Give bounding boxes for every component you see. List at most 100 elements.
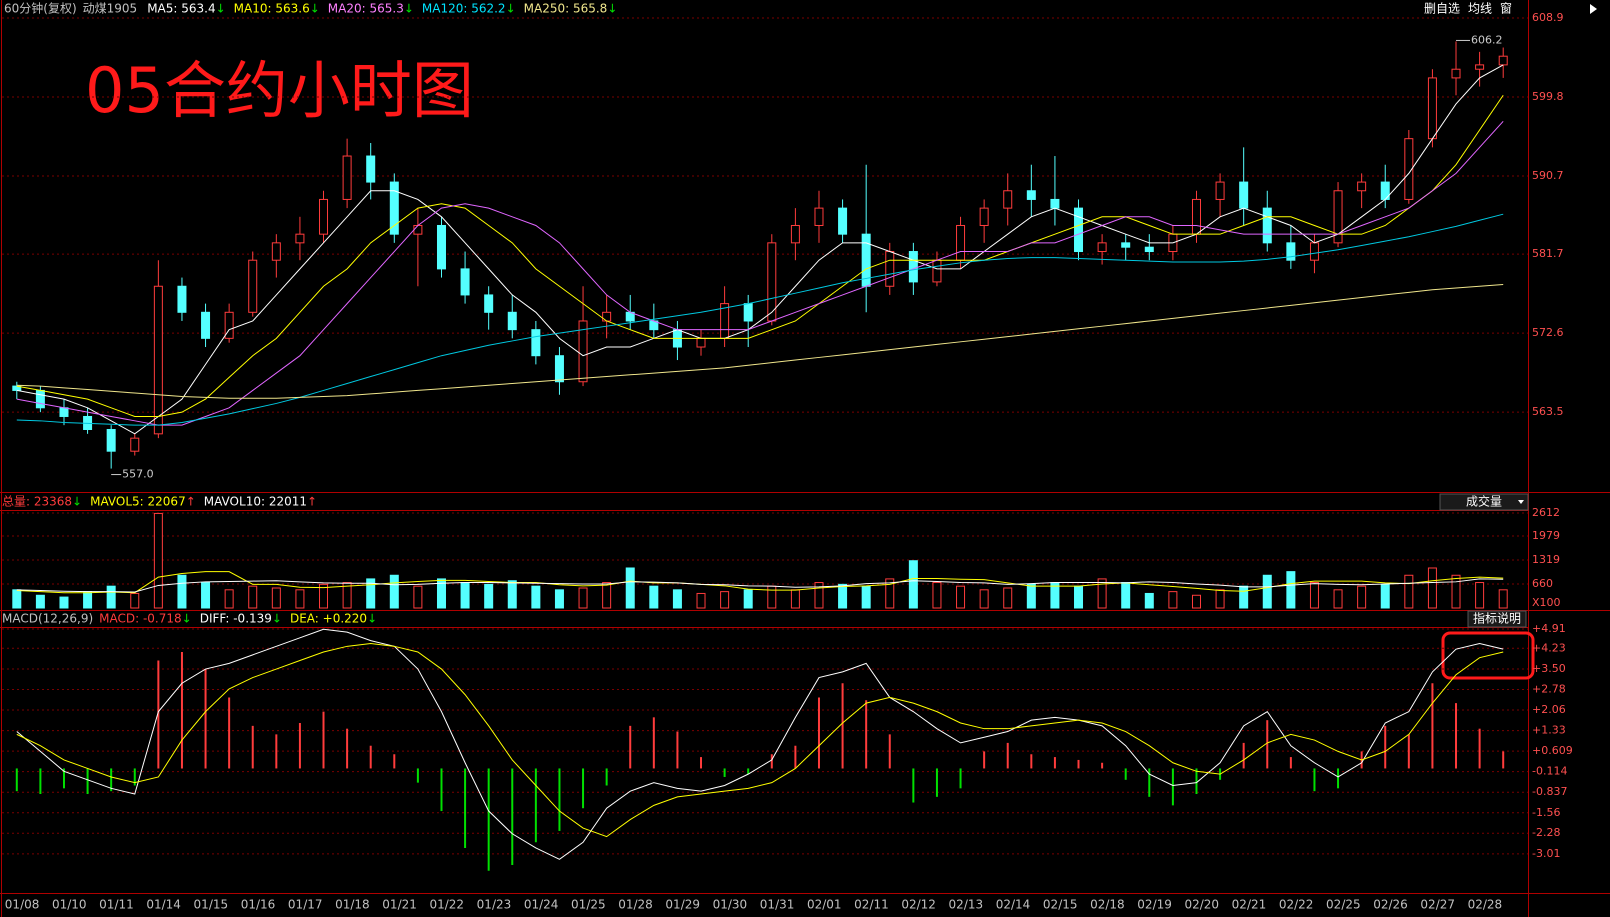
volume-bar xyxy=(885,578,895,609)
mavol-line xyxy=(16,578,1504,593)
volume-bar xyxy=(861,585,871,609)
volume-bar xyxy=(12,589,22,609)
volume-bar xyxy=(578,587,588,609)
volume-bar xyxy=(319,583,329,609)
x-tick-label: 02/27 xyxy=(1420,898,1455,912)
candle-body xyxy=(602,311,612,322)
unit-label: X100 xyxy=(1532,596,1561,609)
y-tick-label: +4.91 xyxy=(1532,622,1566,635)
volume-bar xyxy=(720,591,730,609)
chart-title: 05合约小时图 xyxy=(85,54,474,127)
volume-bar xyxy=(1168,591,1178,609)
volume-bar xyxy=(1026,583,1036,609)
volume-bar xyxy=(1427,567,1437,609)
legend-item: MA5: 563.4 xyxy=(147,2,215,16)
help-label[interactable]: 指标说明 xyxy=(1473,611,1521,626)
help-button[interactable] xyxy=(1467,610,1527,628)
x-tick-label: 02/21 xyxy=(1232,898,1267,912)
y-tick-label: 2612 xyxy=(1532,506,1560,519)
toolbar-button[interactable]: 删自选 xyxy=(1424,2,1460,16)
volume-bar xyxy=(649,585,659,609)
x-tick-label: 02/01 xyxy=(807,898,842,912)
macd-line xyxy=(16,628,1504,860)
volume-bar xyxy=(224,589,234,609)
volume-bar xyxy=(790,589,800,609)
toolbar-button[interactable]: 窗 xyxy=(1500,2,1512,16)
volume-bar xyxy=(1003,587,1013,609)
y-tick-label: 599.8 xyxy=(1532,90,1564,103)
volume-bar xyxy=(531,585,541,609)
volume-bar xyxy=(1215,589,1225,609)
collapse-arrow[interactable] xyxy=(1590,4,1597,14)
volume-bar xyxy=(106,585,116,609)
legend-item: DEA: +0.220 xyxy=(290,612,367,626)
candle-body xyxy=(436,224,446,270)
candle-body xyxy=(885,251,895,287)
volume-bar xyxy=(271,587,281,609)
volume-bar xyxy=(342,582,352,609)
x-tick-label: 01/28 xyxy=(618,898,653,912)
volume-bar xyxy=(1262,574,1272,609)
volume-bar xyxy=(908,560,918,609)
candle-body xyxy=(578,320,588,383)
candle-body xyxy=(531,329,541,357)
dropdown-arrow[interactable] xyxy=(1518,500,1524,504)
candle-body xyxy=(1121,242,1131,248)
x-tick-label: 01/16 xyxy=(241,898,276,912)
volume-bar xyxy=(295,589,305,609)
candle-body xyxy=(295,233,305,244)
y-tick-label: 660 xyxy=(1532,577,1553,590)
volume-bar xyxy=(201,582,211,609)
volume-bar xyxy=(1498,589,1508,609)
indicator-select-label[interactable]: 成交量 xyxy=(1466,494,1502,509)
volume-bar xyxy=(1191,594,1201,609)
candle-body xyxy=(979,207,989,226)
volume-bar xyxy=(1121,582,1131,609)
volume-bar xyxy=(1239,585,1249,609)
y-tick-label: 590.7 xyxy=(1532,169,1564,182)
x-tick-label: 01/30 xyxy=(713,898,748,912)
x-tick-label: 01/10 xyxy=(52,898,87,912)
volume-bar xyxy=(35,594,45,609)
legend-trend: ↓ xyxy=(182,612,192,626)
legend-item: 总量: 23368 xyxy=(2,495,72,509)
volume-bar xyxy=(1309,582,1319,609)
volume-bar xyxy=(602,582,612,609)
indicator-select[interactable] xyxy=(1439,493,1529,511)
x-tick-label: 01/24 xyxy=(524,898,559,912)
legend-item: MAVOL10: 22011 xyxy=(204,495,307,509)
y-tick-label: 608.9 xyxy=(1532,11,1564,24)
x-tick-label: 02/20 xyxy=(1184,898,1219,912)
candle-body xyxy=(507,311,517,331)
volume-bar xyxy=(767,585,777,609)
x-tick-label: 01/17 xyxy=(288,898,323,912)
toolbar-button[interactable]: 均线 xyxy=(1468,2,1492,16)
candle-body xyxy=(932,259,942,283)
period-label: 60分钟(复权) xyxy=(4,1,77,16)
x-tick-label: 02/25 xyxy=(1326,898,1361,912)
x-tick-label: 02/22 xyxy=(1279,898,1314,912)
x-tick-label: 01/22 xyxy=(429,898,464,912)
volume-bar xyxy=(625,567,635,609)
legend-trend: ↓ xyxy=(506,2,516,16)
legend-trend: ↓ xyxy=(310,2,320,16)
y-tick-label: 563.5 xyxy=(1532,405,1564,418)
legend-item: MA120: 562.2 xyxy=(422,2,506,16)
candle-body xyxy=(1451,68,1461,79)
x-tick-label: 02/28 xyxy=(1468,898,1503,912)
x-tick-label: 01/21 xyxy=(382,898,417,912)
candle-body xyxy=(956,224,966,261)
candle-body xyxy=(130,437,140,452)
y-tick-label: -0.837 xyxy=(1532,785,1567,798)
volume-bar xyxy=(814,582,824,609)
legend-trend: ↑ xyxy=(307,495,317,509)
x-tick-label: 02/12 xyxy=(901,898,936,912)
y-tick-label: -1.56 xyxy=(1532,806,1560,819)
candle-body xyxy=(177,285,187,313)
indicator-title: MACD(12,26,9) xyxy=(2,612,93,626)
legend-item: MAVOL5: 22067 xyxy=(90,495,186,509)
ma-line xyxy=(16,64,1504,435)
volume-bar xyxy=(956,585,966,609)
